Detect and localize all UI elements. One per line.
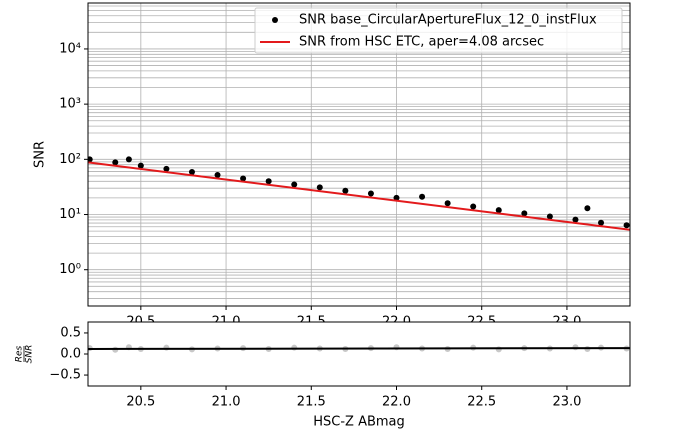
point (137, 162, 144, 169)
x-axis-label: HSC-Z ABmag (313, 415, 405, 430)
x-tick-label: 21.5 (297, 395, 326, 410)
point (521, 210, 528, 217)
legend-box (254, 7, 623, 54)
y-tick-label: 0.0 (60, 347, 81, 362)
point (163, 165, 170, 172)
y-tick-label: −0.5 (49, 368, 81, 383)
y-axis-label: SNR (33, 141, 48, 168)
y-tick-label: 10⁰ (59, 262, 81, 277)
x-tick-label: 20.5 (126, 395, 155, 410)
frame (87, 2, 631, 307)
point (214, 172, 221, 179)
y-axis-label: Res SNR (15, 345, 35, 364)
y-tick-label: 10³ (59, 97, 81, 112)
point (342, 187, 349, 194)
point (188, 168, 195, 175)
point (495, 346, 502, 353)
point (291, 181, 298, 188)
point (112, 159, 119, 166)
y-label-numerator: Res (15, 345, 25, 362)
point (88, 156, 93, 163)
line (88, 347, 630, 350)
y-tick-label: 10² (59, 152, 81, 167)
point (572, 216, 579, 223)
point (393, 194, 400, 201)
x-tick-label: 22.5 (467, 395, 496, 410)
point (623, 222, 630, 229)
point (546, 213, 553, 220)
x-tick-label: 23.0 (552, 395, 581, 410)
point (598, 219, 605, 226)
y-tick-label: 10⁴ (59, 41, 81, 56)
point (444, 200, 451, 207)
plot-layer (88, 344, 630, 353)
plot-layer (88, 3, 630, 306)
line (88, 161, 630, 231)
point (125, 156, 132, 163)
point (495, 207, 502, 214)
plot-area (88, 322, 630, 386)
point (470, 203, 477, 210)
point (316, 184, 323, 191)
legend-label: SNR from HSC ETC, aper=4.08 arcsec (299, 35, 544, 50)
legend-marker (272, 17, 278, 23)
x-tick-label: 22.0 (382, 395, 411, 410)
y-tick-label: 0.5 (60, 325, 81, 340)
point (584, 205, 591, 212)
x-tick-label: 21.0 (212, 395, 241, 410)
point (367, 190, 374, 197)
legend-label: SNR base_CircularApertureFlux_12_0_instF… (299, 13, 597, 28)
frame (87, 321, 631, 387)
y-tick-label: 10¹ (59, 207, 81, 222)
point (419, 193, 426, 200)
point (265, 178, 272, 185)
point (240, 175, 247, 182)
y-label-denominator: SNR (25, 345, 35, 364)
